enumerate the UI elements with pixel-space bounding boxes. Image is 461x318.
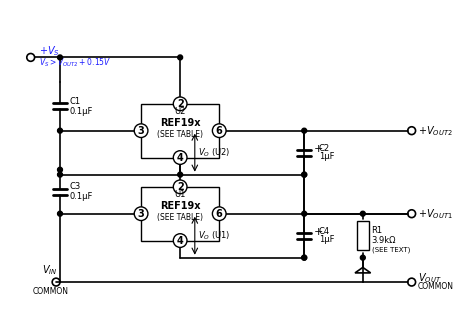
Text: 3: 3 bbox=[138, 209, 144, 219]
Text: REF19x: REF19x bbox=[160, 118, 201, 128]
Text: 6: 6 bbox=[216, 209, 223, 219]
Text: U1: U1 bbox=[174, 190, 186, 199]
Text: COMMON: COMMON bbox=[32, 287, 68, 296]
Text: (SEE TABLE): (SEE TABLE) bbox=[157, 130, 203, 139]
Circle shape bbox=[177, 55, 183, 60]
Text: $+V_{OUT2}$: $+V_{OUT2}$ bbox=[418, 124, 452, 138]
Text: 4: 4 bbox=[177, 153, 183, 162]
Text: $V_{IN}$: $V_{IN}$ bbox=[42, 263, 58, 277]
Text: R1: R1 bbox=[372, 226, 383, 235]
Text: $V_O$ (U2): $V_O$ (U2) bbox=[198, 146, 230, 159]
Text: 0.1μF: 0.1μF bbox=[70, 192, 93, 201]
Circle shape bbox=[58, 172, 62, 177]
Circle shape bbox=[173, 234, 187, 247]
Text: U2: U2 bbox=[174, 107, 186, 116]
Circle shape bbox=[134, 207, 148, 221]
Text: C4: C4 bbox=[319, 227, 330, 236]
Text: $+V_S$: $+V_S$ bbox=[39, 45, 59, 59]
Text: 1μF: 1μF bbox=[319, 235, 334, 244]
Text: (SEE TABLE): (SEE TABLE) bbox=[157, 213, 203, 222]
Circle shape bbox=[213, 207, 226, 221]
Circle shape bbox=[302, 211, 307, 216]
Text: 1μF: 1μF bbox=[319, 152, 334, 161]
Circle shape bbox=[58, 55, 62, 60]
Text: COMMON: COMMON bbox=[418, 282, 454, 292]
Circle shape bbox=[173, 180, 187, 194]
Circle shape bbox=[302, 255, 307, 260]
Circle shape bbox=[302, 128, 307, 133]
Circle shape bbox=[134, 124, 148, 137]
Text: $V_O$ (U1): $V_O$ (U1) bbox=[198, 229, 230, 242]
Text: REF19x: REF19x bbox=[160, 201, 201, 211]
Circle shape bbox=[58, 128, 62, 133]
Circle shape bbox=[302, 255, 307, 260]
Bar bbox=[141, 187, 219, 240]
Text: +: + bbox=[314, 144, 323, 154]
Circle shape bbox=[173, 97, 187, 111]
Circle shape bbox=[58, 211, 62, 216]
Text: C3: C3 bbox=[70, 182, 81, 191]
Text: $V_S > V_{OUT2} + 0.15V$: $V_S > V_{OUT2} + 0.15V$ bbox=[39, 56, 111, 69]
Text: 3: 3 bbox=[138, 126, 144, 136]
Circle shape bbox=[302, 172, 307, 177]
Text: $V_{OUT}$: $V_{OUT}$ bbox=[418, 271, 441, 285]
Text: $+V_{OUT1}$: $+V_{OUT1}$ bbox=[418, 207, 453, 221]
Text: +: + bbox=[314, 227, 323, 237]
Circle shape bbox=[213, 124, 226, 137]
Text: 3.9kΩ: 3.9kΩ bbox=[372, 236, 396, 245]
Bar bbox=[357, 221, 369, 250]
Circle shape bbox=[361, 255, 365, 260]
Text: C1: C1 bbox=[70, 97, 81, 106]
Circle shape bbox=[302, 172, 307, 177]
Circle shape bbox=[58, 167, 62, 172]
Text: 4: 4 bbox=[177, 236, 183, 245]
Text: 2: 2 bbox=[177, 182, 183, 192]
Text: 6: 6 bbox=[216, 126, 223, 136]
Text: 0.1μF: 0.1μF bbox=[70, 107, 93, 116]
Circle shape bbox=[173, 151, 187, 164]
Circle shape bbox=[361, 211, 365, 216]
Text: (SEE TEXT): (SEE TEXT) bbox=[372, 246, 410, 252]
Text: C2: C2 bbox=[319, 144, 330, 153]
Circle shape bbox=[177, 172, 183, 177]
Bar bbox=[141, 104, 219, 157]
Text: 2: 2 bbox=[177, 99, 183, 109]
